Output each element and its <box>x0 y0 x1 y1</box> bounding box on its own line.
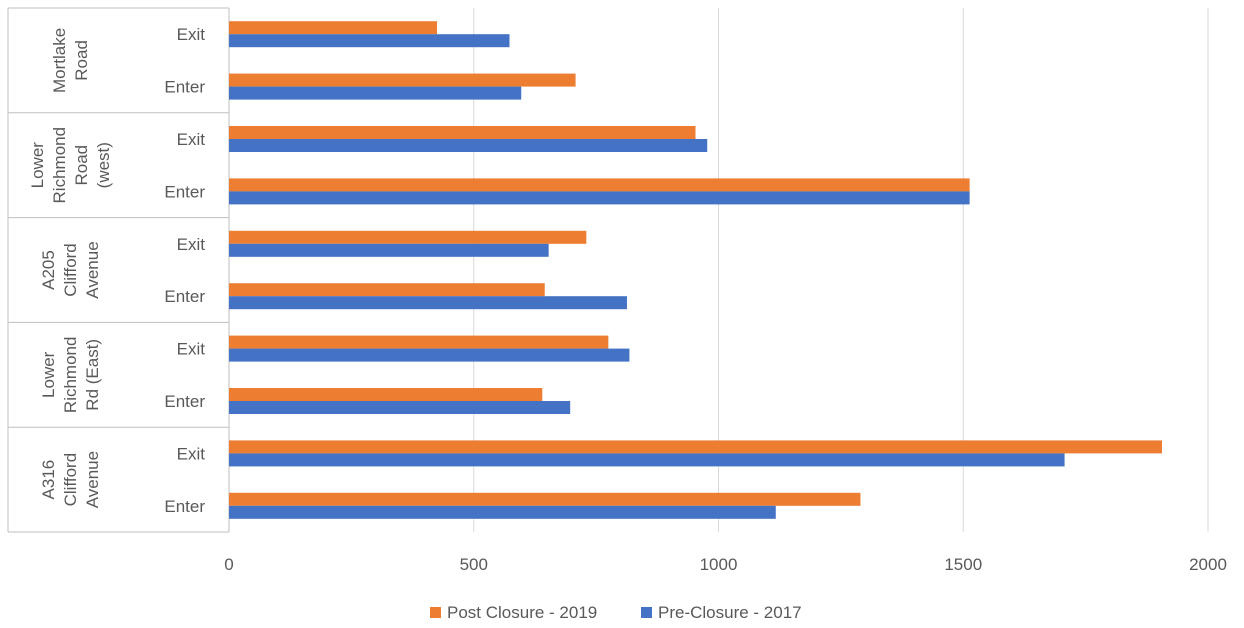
bar-post-closure-2019 <box>229 178 970 192</box>
bar-post-closure-2019 <box>229 283 545 297</box>
legend: Post Closure - 2019 Pre-Closure - 2017 <box>430 603 802 622</box>
bar-pre-closure-2017 <box>229 243 549 257</box>
subcategory-label: Exit <box>177 340 206 359</box>
bar-pre-closure-2017 <box>229 34 510 48</box>
bar-post-closure-2019 <box>229 388 543 401</box>
group-label: Lower <box>39 351 58 398</box>
group-label: Richmond <box>50 127 69 204</box>
group-label: Clifford <box>61 453 80 507</box>
legend-label: Post Closure - 2019 <box>447 603 597 622</box>
x-tick-label: 2000 <box>1189 555 1227 574</box>
bar-post-closure-2019 <box>229 230 587 244</box>
bar-post-closure-2019 <box>229 73 576 87</box>
group-label: Road <box>72 40 91 81</box>
subcategory-label: Enter <box>164 182 205 201</box>
group-label: A205 <box>39 250 58 290</box>
subcategory-label: Exit <box>177 25 206 44</box>
group-label: Avenue <box>83 241 102 298</box>
bar-pre-closure-2017 <box>229 296 627 310</box>
group-label: Richmond <box>61 337 80 414</box>
legend-swatch <box>430 607 441 618</box>
bar-pre-closure-2017 <box>229 505 776 519</box>
subcategory-label: Enter <box>164 392 205 411</box>
group-label: Clifford <box>61 243 80 297</box>
subcategory-label: Exit <box>177 235 206 254</box>
x-tick-label: 1500 <box>944 555 982 574</box>
legend-label: Pre-Closure - 2017 <box>658 603 802 622</box>
bar-post-closure-2019 <box>229 126 696 139</box>
bar-pre-closure-2017 <box>229 453 1065 467</box>
group-label: Rd (East) <box>83 339 102 411</box>
subcategory-label: Enter <box>164 78 205 97</box>
subcategory-label: Enter <box>164 497 205 516</box>
bar-pre-closure-2017 <box>229 139 708 152</box>
group-label: Lower <box>28 142 47 189</box>
bar-pre-closure-2017 <box>229 401 571 414</box>
x-tick-label: 1000 <box>700 555 738 574</box>
subcategory-label: Enter <box>164 287 205 306</box>
bar-pre-closure-2017 <box>229 191 970 205</box>
x-tick-label: 500 <box>460 555 488 574</box>
bar-post-closure-2019 <box>229 21 438 35</box>
group-label: A316 <box>39 460 58 500</box>
group-label: Avenue <box>83 451 102 508</box>
bars <box>229 21 1162 519</box>
bar-post-closure-2019 <box>229 440 1162 454</box>
subcategory-label: Exit <box>177 444 206 463</box>
group-label: (west) <box>94 142 113 188</box>
subcategory-label: Exit <box>177 130 206 149</box>
bar-pre-closure-2017 <box>229 348 630 362</box>
group-label: Mortlake <box>50 28 69 93</box>
x-tick-label: 0 <box>224 555 233 574</box>
bar-post-closure-2019 <box>229 335 609 349</box>
group-label: Road <box>72 145 91 186</box>
legend-swatch <box>641 607 652 618</box>
bar-pre-closure-2017 <box>229 86 522 100</box>
bar-post-closure-2019 <box>229 492 861 506</box>
